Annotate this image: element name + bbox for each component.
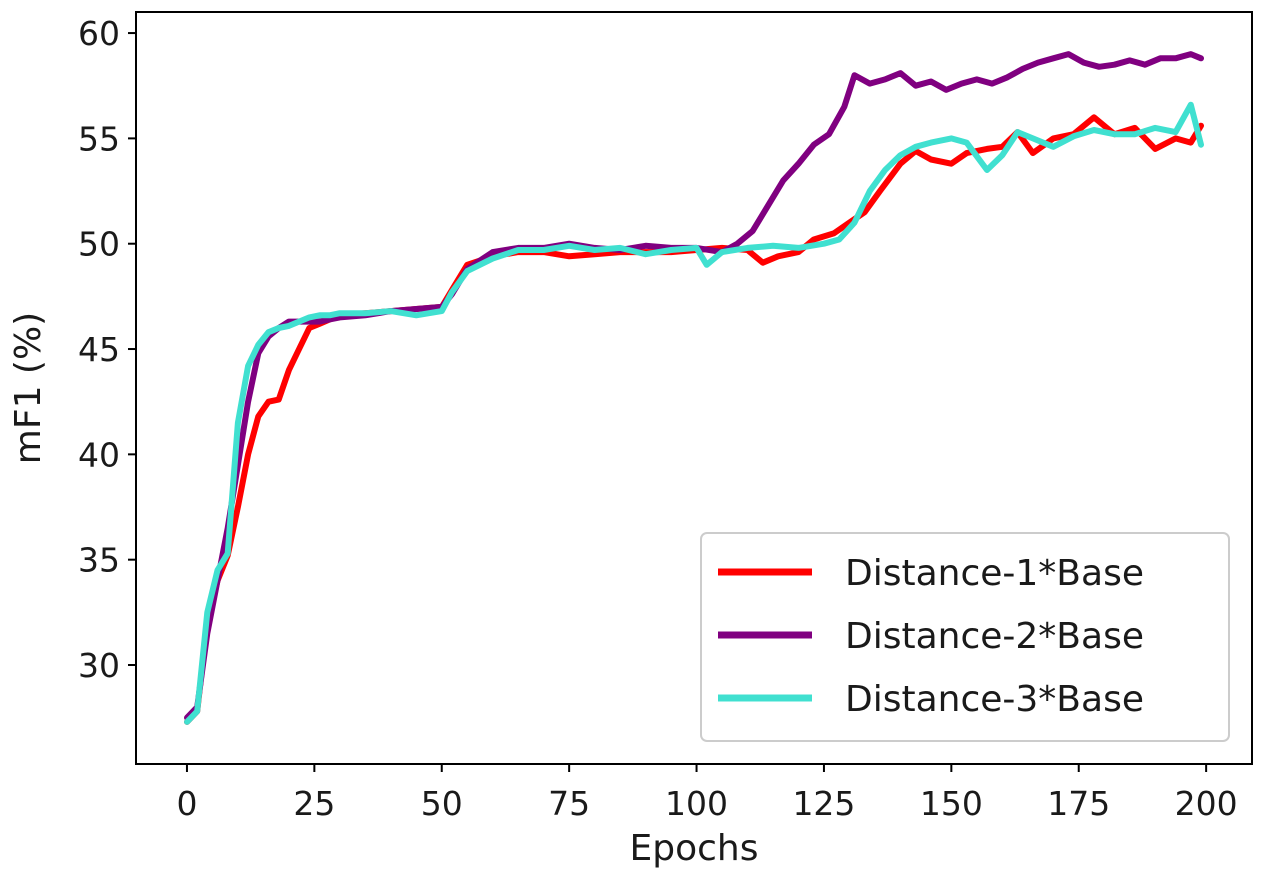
- x-axis-label: Epochs: [630, 828, 759, 869]
- series-line-3: [184, 101, 1204, 725]
- x-tick-label: 200: [1175, 784, 1238, 823]
- y-tick-label: 35: [78, 541, 120, 580]
- legend: Distance-1*Base Distance-2*Base Distance-3…: [700, 532, 1230, 742]
- y-tick-label: 50: [78, 225, 120, 264]
- y-tick-label: 55: [78, 119, 120, 158]
- series-layer: [184, 51, 1204, 725]
- y-tick-label: 45: [78, 330, 120, 369]
- x-tick-label: 125: [792, 784, 855, 823]
- y-axis-label: mF1 (%): [8, 312, 49, 464]
- legend-label-2: Distance-2*Base: [845, 616, 1144, 657]
- x-tick-label: 50: [421, 784, 463, 823]
- x-tick-label: 175: [1047, 784, 1110, 823]
- x-tick-label: 25: [293, 784, 335, 823]
- y-axis: 30 35 40 45 50 55 60: [78, 14, 136, 685]
- x-tick-label: 100: [665, 784, 728, 823]
- y-tick-label: 60: [78, 14, 120, 53]
- x-axis: 0 25 50 75 100 125 150 175 200: [176, 764, 1238, 823]
- x-tick-label: 150: [920, 784, 983, 823]
- x-tick-label: 0: [176, 784, 197, 823]
- plot-frame: [135, 11, 1253, 765]
- legend-label-3: Distance-3*Base: [845, 679, 1144, 720]
- y-tick-label: 40: [78, 435, 120, 474]
- legend-label-1: Distance-1*Base: [845, 553, 1144, 594]
- legend-box: [700, 532, 1230, 742]
- x-tick-label: 75: [548, 784, 590, 823]
- y-tick-label: 30: [78, 646, 120, 685]
